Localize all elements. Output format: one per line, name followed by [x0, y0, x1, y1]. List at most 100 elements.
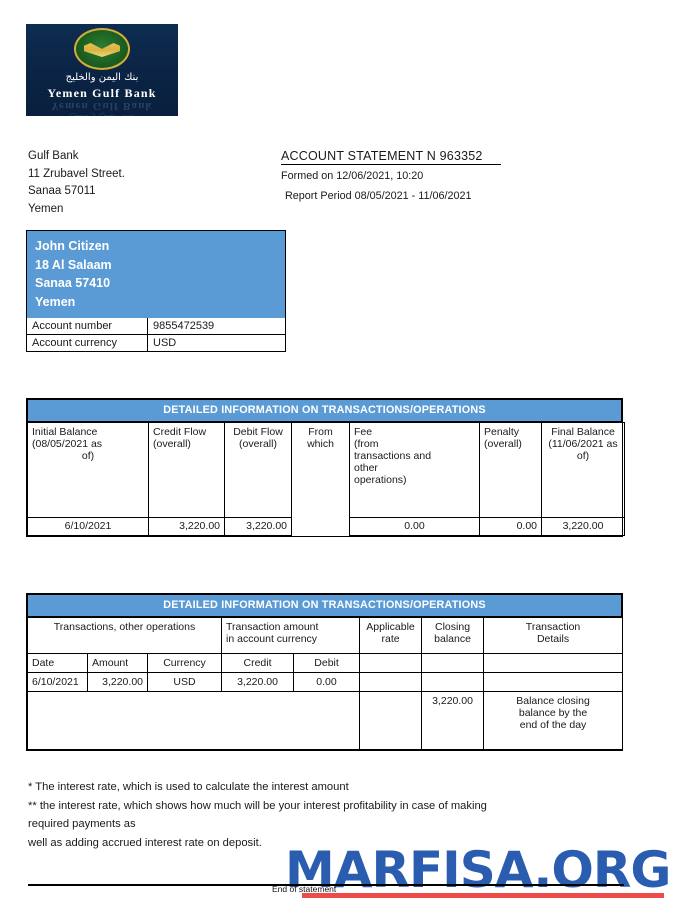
cell-final-balance: 3,220.00: [541, 517, 625, 536]
cell-credit: 3,220.00: [221, 672, 295, 692]
cell-amount: 3,220.00: [87, 672, 148, 692]
bank-street: 11 Zrubavel Street.: [28, 167, 125, 180]
footnote-line-3: required payments as: [28, 818, 136, 830]
table-row: 6/10/2021 3,220.00 USD 3,220.00 0.00: [27, 672, 624, 692]
customer-city: Sanaa 57410: [35, 276, 111, 290]
cell-rate: [359, 691, 423, 750]
col-fee-header: Fee (from transactions and other operati…: [349, 422, 480, 518]
account-number-value: 9855472539: [153, 320, 215, 332]
hdr-line: Final Balance: [551, 426, 615, 438]
hdr-line: Transaction: [525, 621, 581, 633]
cell-credit-flow: 3,220.00: [148, 517, 225, 536]
hdr-line: Details: [536, 633, 570, 645]
bank-emblem-icon: [74, 28, 130, 70]
customer-address-panel: John Citizen 18 Al Salaam Sanaa 57410 Ye…: [26, 230, 286, 318]
summary-table-band: DETAILED INFORMATION ON TRANSACTIONS/OPE…: [27, 399, 622, 422]
logo-arabic-name: بنك اليمن والخليج: [65, 72, 139, 83]
account-number-row: Account number 9855472539: [26, 318, 286, 335]
hdr-line: (11/06/2021 as of): [548, 438, 618, 462]
group-amount-header: Transaction amount in account currency: [221, 617, 361, 654]
cell-details: [483, 672, 624, 692]
subhdr-closing-spacer: [421, 653, 485, 673]
detail-line: Balance closing: [516, 695, 590, 707]
bank-name: Gulf Bank: [28, 150, 79, 162]
cell-closing: 3,220.00: [421, 691, 485, 750]
customer-street: 18 Al Salaam: [35, 257, 112, 272]
footnote-line-4: well as adding accrued interest rate on …: [28, 836, 262, 849]
hdr-line: other: [354, 462, 378, 474]
cell-fee: 0.00: [349, 517, 480, 536]
hdr-line: operations): [354, 474, 407, 486]
customer-block: John Citizen 18 Al Salaam Sanaa 57410 Ye…: [26, 230, 286, 352]
group-rate-header: Applicable rate: [359, 617, 423, 654]
detail-line: end of the day: [519, 719, 587, 731]
hdr-line: Credit Flow: [153, 426, 207, 438]
hdr-line: (overall): [153, 438, 191, 450]
statement-formed-on: Formed on 12/06/2021, 10:20: [281, 170, 424, 182]
cell-rate: [359, 672, 423, 692]
hdr-line: (08/05/2021 as: [32, 438, 103, 450]
hdr-line: balance: [434, 633, 471, 645]
logo-english-reflection: Yemen Gulf Bank: [51, 100, 153, 112]
footnote-line-1: * The interest rate, which is used to ca…: [28, 781, 349, 793]
hdr-line: Closing: [435, 621, 471, 633]
col-final-balance-header: Final Balance (11/06/2021 as of): [541, 422, 625, 518]
hdr-line: Penalty: [484, 426, 520, 438]
emblem-swoosh-icon: [84, 43, 120, 57]
col-debit-flow-header: Debit Flow (overall): [224, 422, 292, 518]
table-row: 3,220.00 Balance closing balance by the …: [26, 691, 624, 750]
transactions-table-band: DETAILED INFORMATION ON TRANSACTIONS/OPE…: [27, 594, 622, 617]
subhdr-rate-spacer: [359, 653, 423, 673]
col-from-which-header: From which: [291, 422, 350, 536]
detail-line: balance by the: [518, 707, 588, 719]
end-of-statement-label: End of statement: [272, 884, 337, 894]
cell-empty-span: [26, 691, 361, 750]
bank-city: Sanaa 57011: [28, 185, 96, 197]
statement-title: ACCOUNT STATEMENT N 963352: [281, 149, 501, 165]
cell-penalty: 0.00: [479, 517, 542, 536]
watermark-underline: [302, 893, 664, 898]
hdr-line: (from: [354, 438, 379, 450]
account-currency-row: Account currency USD: [26, 335, 286, 352]
group-transactions-header: Transactions, other operations: [26, 617, 223, 654]
subhdr-credit: Credit: [221, 653, 295, 673]
end-of-statement-rule: [28, 884, 624, 886]
bank-country: Yemen: [28, 202, 64, 215]
footnote-line-2: ** the interest rate, which shows how mu…: [28, 799, 487, 812]
transactions-group-header-row: Transactions, other operations Transacti…: [26, 617, 624, 654]
hdr-line: which: [307, 438, 334, 450]
summary-table: DETAILED INFORMATION ON TRANSACTIONS/OPE…: [26, 398, 625, 537]
statement-report-period: Report Period 08/05/2021 - 11/06/2021: [285, 190, 472, 202]
transactions-subheader-row: Date Amount Currency Credit Debit: [27, 653, 624, 673]
hdr-line: Debit Flow: [233, 426, 283, 438]
footnotes-block: * The interest rate, which is used to ca…: [28, 778, 628, 852]
customer-country: Yemen: [35, 294, 76, 309]
hdr-line: Transaction amount: [226, 621, 319, 633]
cell-initial-balance: 6/10/2021: [27, 517, 149, 536]
hdr-line: Initial Balance: [32, 426, 98, 438]
hdr-line: Fee: [354, 426, 373, 438]
col-credit-flow-header: Credit Flow (overall): [148, 422, 225, 518]
summary-data-row: 6/10/2021 3,220.00 3,220.00 0.00 0.00 3,…: [27, 517, 625, 536]
hdr-line: of): [81, 450, 95, 462]
summary-header-row: Initial Balance (08/05/2021 as of) Credi…: [27, 422, 625, 536]
statement-header-block: ACCOUNT STATEMENT N 963352 Formed on 12/…: [281, 147, 501, 205]
hdr-line: (overall): [239, 438, 277, 450]
hdr-line: (overall): [484, 438, 522, 450]
subhdr-date: Date: [27, 653, 88, 673]
subhdr-amount: Amount: [87, 653, 148, 673]
col-penalty-header: Penalty (overall): [479, 422, 542, 518]
cell-date: 6/10/2021: [27, 672, 88, 692]
col-initial-balance-header: Initial Balance (08/05/2021 as of): [27, 422, 149, 518]
account-currency-value: USD: [153, 337, 177, 349]
cell-debit: 0.00: [293, 672, 361, 692]
hdr-line: rate: [381, 633, 400, 645]
account-number-label: Account number: [27, 318, 148, 334]
subhdr-currency: Currency: [146, 653, 223, 673]
cell-debit-flow: 3,220.00: [224, 517, 292, 536]
hdr-line: Applicable: [366, 621, 415, 633]
logo-english-name: Yemen Gulf Bank: [47, 86, 157, 100]
hdr-line: in account currency: [226, 633, 318, 645]
hdr-line: transactions and: [354, 450, 432, 462]
